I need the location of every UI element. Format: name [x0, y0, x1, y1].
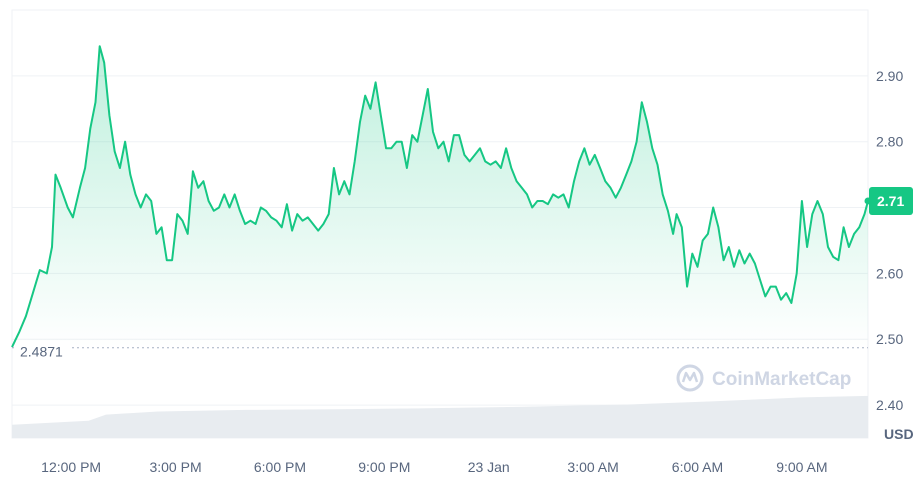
volume-fill	[12, 395, 868, 438]
x-tick-label: 12:00 PM	[41, 459, 101, 475]
y-tick-label: 2.90	[876, 68, 903, 84]
currency-label: USD	[884, 426, 914, 442]
x-tick-label: 9:00 PM	[358, 459, 410, 475]
price-area	[12, 46, 868, 348]
current-price-label: 2.71	[877, 193, 904, 209]
x-tick-label: 23 Jan	[468, 459, 510, 475]
coinmarketcap-logo-icon	[676, 364, 704, 392]
volume-area	[12, 395, 868, 438]
baseline: 2.4871	[12, 340, 868, 361]
coinmarketcap-watermark: CoinMarketCap	[676, 364, 851, 392]
baseline-label: 2.4871	[20, 344, 63, 360]
y-tick-label: 2.60	[876, 265, 903, 281]
x-tick-label: 3:00 AM	[567, 459, 618, 475]
x-tick-label: 6:00 AM	[672, 459, 723, 475]
watermark-text: CoinMarketCap	[712, 369, 851, 390]
x-tick-label: 3:00 PM	[149, 459, 201, 475]
y-tick-label: 2.80	[876, 134, 903, 150]
x-tick-label: 9:00 AM	[776, 459, 827, 475]
baseline-label-bg	[16, 340, 70, 361]
price-area-fill	[12, 46, 868, 348]
price-line-path	[11, 45, 869, 348]
current-price-tag-bg	[869, 186, 913, 215]
current-price-dot	[864, 197, 872, 205]
y-axis: 2.902.802.702.602.502.40	[876, 68, 903, 413]
current-price-tag: 2.71	[869, 186, 913, 215]
x-tick-label: 6:00 PM	[254, 459, 306, 475]
y-tick-label: 2.50	[876, 331, 903, 347]
y-tick-label: 2.40	[876, 397, 903, 413]
x-axis: 12:00 PM 3:00 PM 6:00 PM 9:00 PM 23 Jan 3:00 …	[41, 459, 827, 475]
price-line	[11, 45, 869, 348]
